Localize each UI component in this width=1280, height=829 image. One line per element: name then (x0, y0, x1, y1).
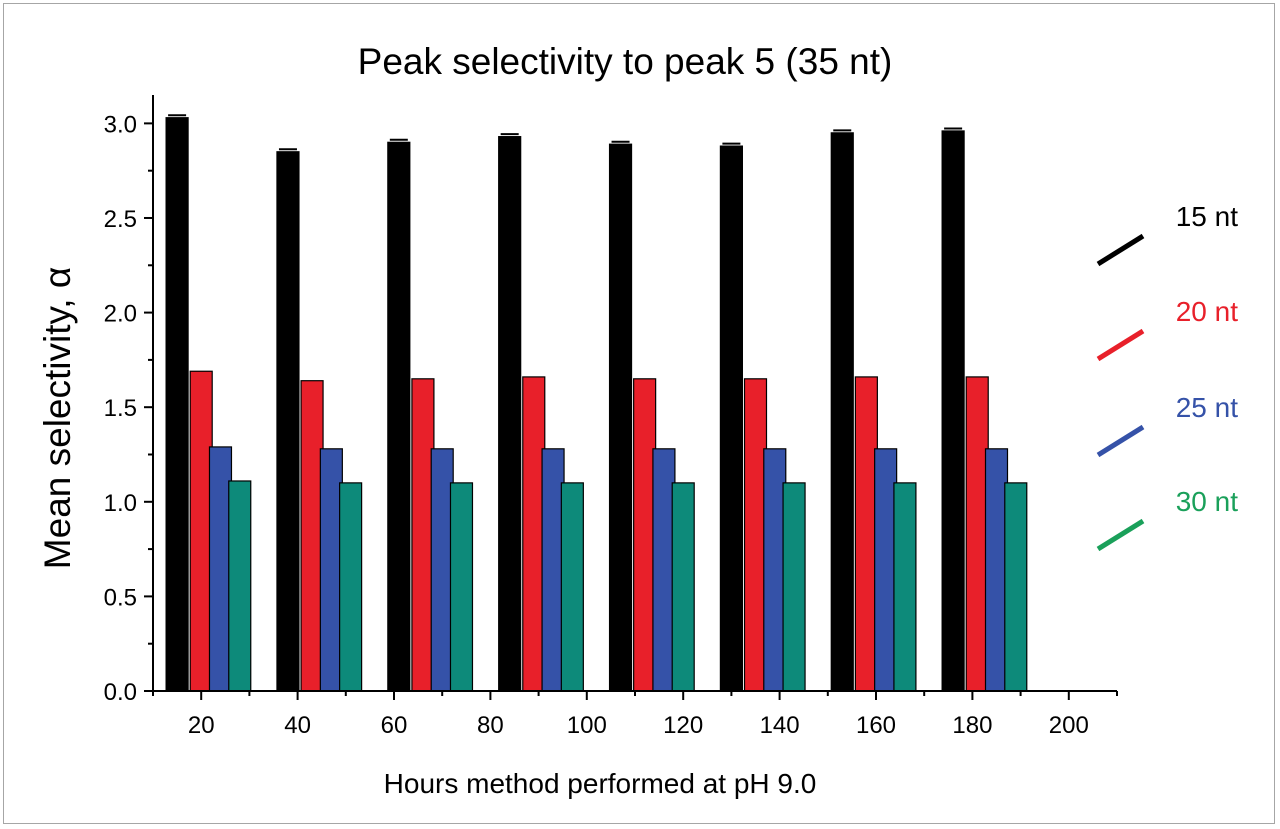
x-tick-label: 100 (567, 712, 607, 739)
bar-30nt-1 (339, 482, 363, 692)
x-tick-label: 180 (952, 712, 992, 739)
x-axis-label: Hours method performed at pH 9.0 (384, 768, 817, 799)
legend-label-25nt: 25 nt (1176, 392, 1238, 423)
bar-15nt-4 (608, 143, 633, 692)
x-tick-label: 60 (381, 712, 408, 739)
y-tick-label: 2.0 (104, 301, 137, 328)
bar-30nt-0 (228, 480, 252, 692)
chart-title: Peak selectivity to peak 5 (35 nt) (358, 41, 893, 82)
x-tick-label: 140 (760, 712, 800, 739)
y-tick-label: 2.5 (104, 206, 137, 233)
bar-15nt-0 (165, 117, 189, 692)
bar-15nt-3 (498, 136, 522, 692)
bar-30nt-3 (560, 482, 584, 692)
y-tick-label: 0.0 (104, 679, 137, 706)
x-tick-label: 200 (1049, 712, 1089, 739)
y-tick-label: 1.0 (104, 490, 137, 517)
y-axis-label: Mean selectivity, α (37, 267, 78, 569)
x-tick-label: 40 (284, 712, 311, 739)
bar-30nt-4 (671, 482, 695, 692)
bar-15nt-7 (941, 130, 965, 692)
legend-swatch-30nt (1096, 518, 1145, 552)
axes-group: 0.0 0.5 1.0 1.5 2.0 2.5 3.0 20 40 60 80 100 120 140 16… (104, 95, 1118, 739)
x-tick-label: 160 (856, 712, 896, 739)
y-tick-label: 3.0 (104, 111, 137, 138)
legend-label-20nt: 20 nt (1176, 296, 1238, 327)
legend: 15 nt 20 nt 25 nt 30 nt (1096, 201, 1238, 552)
x-tick-label: 80 (477, 712, 504, 739)
bar-15nt-1 (276, 151, 300, 692)
legend-swatch-25nt (1096, 424, 1145, 458)
bar-15nt-6 (830, 132, 854, 692)
bars-group (165, 114, 1028, 692)
y-tick-label: 1.5 (104, 395, 137, 422)
bar-30nt-6 (893, 482, 917, 692)
bar-30nt-7 (1004, 482, 1028, 692)
bar-15nt-5 (719, 145, 744, 692)
legend-swatch-15nt (1096, 233, 1145, 267)
legend-swatch-20nt (1096, 328, 1145, 362)
y-tick-label: 0.5 (104, 584, 137, 611)
x-tick-label: 120 (663, 712, 703, 739)
bar-15nt-2 (387, 141, 411, 692)
bar-30nt-2 (449, 482, 474, 692)
legend-label-30nt: 30 nt (1176, 486, 1238, 517)
bar-30nt-5 (782, 482, 806, 692)
legend-label-15nt: 15 nt (1176, 201, 1238, 232)
x-tick-label: 20 (188, 712, 215, 739)
